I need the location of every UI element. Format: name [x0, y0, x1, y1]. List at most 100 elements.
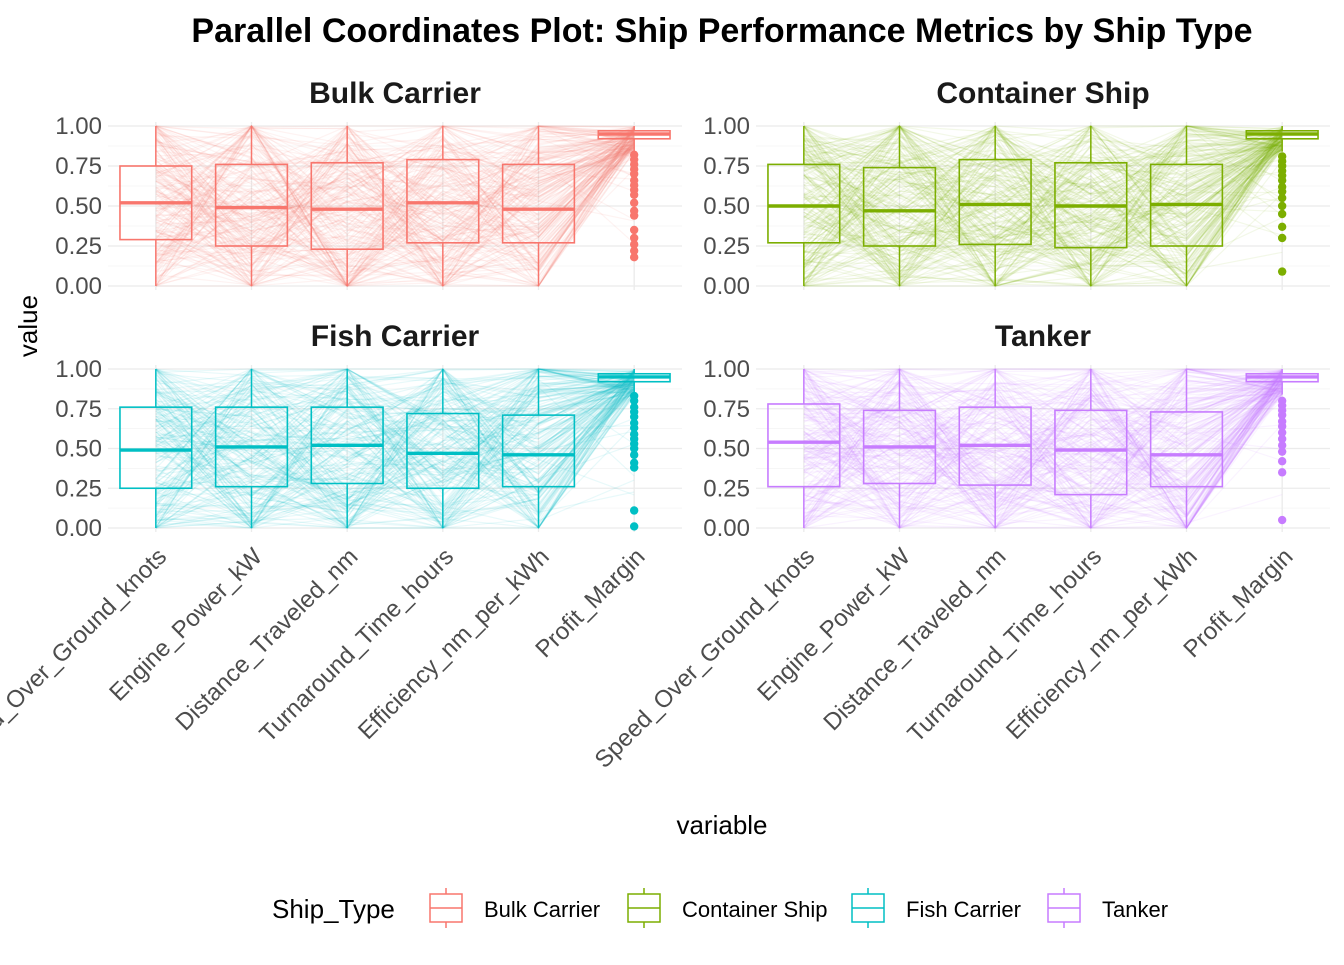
y-tick-label: 0.50	[55, 436, 102, 463]
observation-line	[803, 125, 1283, 272]
observation-line	[155, 143, 635, 240]
observation-line	[155, 128, 635, 287]
observation-line	[155, 142, 635, 287]
observation-line	[803, 368, 1283, 520]
observation-line	[803, 144, 1283, 287]
observation-line	[155, 392, 635, 520]
observation-line	[803, 374, 1283, 482]
observation-line	[155, 126, 635, 184]
observation-line	[803, 387, 1283, 496]
observation-line	[155, 383, 635, 529]
observation-line	[803, 137, 1283, 287]
observation-line	[155, 376, 635, 525]
observation-line	[803, 126, 1283, 255]
observation-line	[803, 372, 1283, 529]
boxplot	[119, 369, 193, 528]
boxplot	[406, 369, 480, 528]
observation-line	[803, 125, 1283, 287]
observation-line	[803, 143, 1283, 287]
observation-line	[155, 125, 635, 236]
observation-line	[155, 391, 635, 505]
observation-line	[155, 386, 635, 492]
observation-line	[155, 124, 635, 280]
observation-line	[803, 369, 1283, 497]
observation-line	[155, 132, 635, 287]
observation-line	[803, 125, 1283, 274]
observation-line	[803, 124, 1283, 287]
observation-line	[803, 370, 1283, 529]
observation-line	[155, 125, 635, 246]
observation-line	[155, 127, 635, 242]
observation-line	[803, 371, 1283, 529]
outlier-point	[1277, 396, 1287, 405]
observation-line	[155, 133, 635, 284]
observation-line	[155, 125, 635, 249]
y-tick-label: 0.75	[703, 153, 750, 180]
observation-line	[803, 128, 1283, 249]
observation-line	[155, 141, 635, 243]
observation-line	[803, 371, 1283, 497]
observation-line	[803, 368, 1283, 525]
observation-line	[155, 368, 635, 485]
observation-line	[803, 133, 1283, 255]
observation-line	[803, 125, 1283, 279]
observation-line	[803, 387, 1283, 529]
observation-line	[155, 368, 635, 529]
observation-line	[155, 125, 635, 217]
observation-line	[803, 377, 1283, 491]
observation-line	[803, 129, 1283, 196]
observation-line	[803, 128, 1283, 265]
observation-line	[155, 125, 635, 206]
observation-line	[803, 369, 1283, 496]
observation-line	[803, 140, 1283, 254]
observation-line	[803, 380, 1283, 515]
observation-line	[155, 368, 635, 455]
observation-line	[803, 368, 1283, 517]
observation-line	[803, 375, 1283, 529]
observation-line	[803, 142, 1283, 269]
observation-line	[155, 150, 635, 253]
observation-line	[155, 374, 635, 530]
outlier-point	[1277, 434, 1287, 444]
observation-line	[155, 392, 635, 505]
observation-line	[155, 128, 635, 257]
observation-line	[803, 137, 1283, 267]
observation-line	[155, 150, 635, 284]
observation-line	[155, 373, 635, 529]
x-tick-label: Efficiency_nm_per_kWh	[1001, 543, 1203, 745]
outlier-point	[629, 253, 639, 262]
observation-line	[155, 156, 635, 287]
observation-line	[155, 368, 635, 492]
observation-line	[155, 375, 635, 529]
observation-line	[155, 375, 635, 495]
boxplot	[767, 369, 841, 528]
observation-line	[803, 373, 1283, 436]
observation-line	[155, 391, 635, 517]
observation-line	[155, 125, 635, 273]
observation-line	[803, 368, 1283, 467]
observation-line	[803, 125, 1283, 287]
observation-line	[803, 368, 1283, 529]
observation-line	[155, 146, 635, 261]
observation-line	[803, 186, 1283, 287]
observation-line	[155, 381, 635, 524]
observation-line	[155, 380, 635, 518]
observation-line	[803, 134, 1283, 280]
observation-line	[155, 129, 635, 287]
observation-line	[803, 371, 1283, 504]
observation-line	[803, 368, 1283, 509]
observation-line	[155, 125, 635, 265]
observation-line	[155, 125, 635, 279]
observation-line	[155, 134, 635, 269]
observation-line	[155, 142, 635, 266]
observation-line	[155, 368, 635, 484]
observation-line	[155, 368, 635, 484]
observation-line	[803, 373, 1283, 495]
observation-line	[155, 128, 635, 273]
observation-line	[155, 369, 635, 529]
observation-line	[803, 130, 1283, 240]
observation-line	[803, 136, 1283, 287]
observation-line	[803, 135, 1283, 250]
observation-line	[803, 131, 1283, 281]
outlier-point	[629, 522, 639, 531]
